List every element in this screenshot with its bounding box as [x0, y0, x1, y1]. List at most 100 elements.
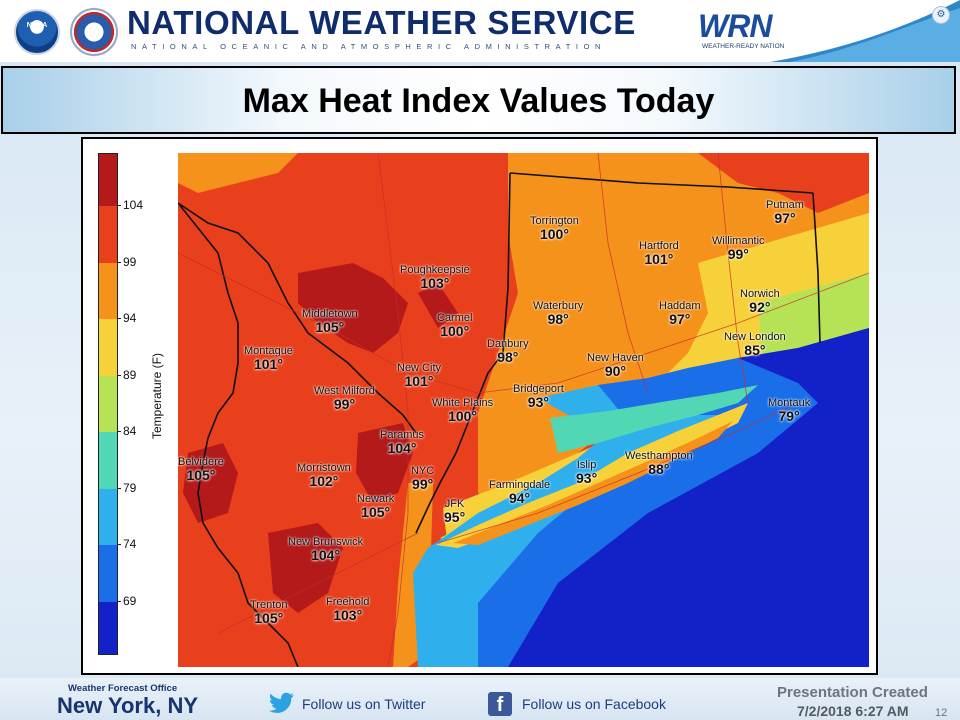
city-name: Willimantic	[712, 235, 765, 247]
city-heat-index: 95°	[444, 509, 466, 525]
city-label-morristown: Morristown 102°	[297, 462, 351, 489]
city-label-westhampton: Westhampton 88°	[625, 450, 693, 477]
city-label-new-haven: New Haven 90°	[587, 352, 644, 379]
org-title: NATIONAL WEATHER SERVICE	[127, 4, 636, 41]
city-name: White Plains	[432, 397, 494, 409]
colorbar-bin-79-84	[99, 432, 117, 489]
colorbar-tick	[117, 262, 121, 263]
city-name: New London	[724, 331, 786, 343]
colorbar-tick-label: 74	[123, 537, 137, 551]
city-label-islip: Islip 93°	[576, 459, 597, 486]
city-heat-index: 88°	[648, 461, 670, 477]
colorbar	[98, 153, 118, 655]
city-heat-index: 101°	[404, 373, 434, 389]
city-name: New Haven	[587, 352, 644, 364]
city-heat-index: 97°	[669, 311, 691, 327]
city-heat-index: 103°	[420, 275, 450, 291]
city-label-middletown: Middletown 105°	[302, 308, 358, 335]
map-raster	[178, 153, 869, 667]
city-heat-index: 99°	[727, 246, 749, 262]
city-label-montauk: Montauk 79°	[768, 397, 810, 424]
slide-number: 12	[935, 707, 948, 719]
city-label-newark: Newark 105°	[357, 493, 394, 520]
city-name: Haddam	[659, 300, 701, 312]
facebook-link[interactable]: Follow us on Facebook	[522, 696, 666, 712]
city-heat-index: 93°	[527, 394, 549, 410]
colorbar-tick-label: 94	[123, 311, 137, 325]
colorbar-tick-label: 89	[123, 368, 137, 382]
colorbar-tick-label: 69	[123, 594, 137, 608]
wrn-logo: WRN WEATHER-READY NATION	[698, 8, 808, 52]
wrn-logo-tagline: WEATHER-READY NATION	[702, 43, 785, 50]
city-name: NYC	[411, 465, 435, 477]
org-subtitle: NATIONAL OCEANIC AND ATMOSPHERIC ADMINIS…	[131, 42, 607, 51]
city-name: Freehold	[326, 596, 370, 608]
wfo-label: Weather Forecast Office	[68, 683, 178, 694]
city-label-norwich: Norwich 92°	[740, 288, 780, 315]
facebook-icon[interactable]: f	[488, 692, 512, 716]
colorbar-bin-below-69	[99, 602, 117, 654]
city-heat-index: 94°	[508, 490, 531, 506]
colorbar-tick	[117, 205, 121, 206]
city-label-carmel: Carmel 100°	[437, 312, 472, 339]
city-label-bridgeport: Bridgeport 93°	[513, 383, 564, 410]
city-label-farmingdale: Farmingdale 94°	[489, 479, 550, 506]
city-name: Carmel	[437, 312, 473, 324]
twitter-link[interactable]: Follow us on Twitter	[302, 696, 426, 712]
colorbar-bin-89-94	[99, 319, 117, 376]
city-label-poughkeepsie: Poughkeepsie 103°	[400, 264, 470, 291]
presentation-created-label: Presentation Created	[777, 684, 928, 701]
colorbar-tick-label: 99	[123, 255, 137, 269]
city-label-willimantic: Willimantic 99°	[712, 235, 765, 262]
city-label-paramus: Paramus 104°	[380, 429, 424, 456]
city-name: Bridgeport	[513, 383, 564, 395]
city-name: Torrington	[530, 215, 579, 227]
city-name: Farmingdale	[489, 479, 551, 491]
city-name: Norwich	[740, 288, 780, 300]
colorbar-tick	[117, 318, 121, 319]
city-heat-index: 105°	[361, 504, 391, 520]
city-heat-index: 79°	[778, 408, 800, 424]
wrn-logo-text: WRN	[698, 8, 772, 44]
colorbar-tick	[117, 544, 121, 545]
nws-logo	[70, 8, 118, 56]
city-heat-index: 101°	[253, 356, 283, 372]
city-label-new-city: New City 101°	[397, 362, 441, 389]
city-name: West Milford	[314, 385, 375, 397]
colorbar-bin-99-104	[99, 206, 117, 263]
city-heat-index: 105°	[186, 467, 216, 483]
city-name: JFK	[444, 498, 465, 510]
footer-bar: Weather Forecast Office New York, NY Fol…	[0, 678, 960, 720]
city-name: New Brunswick	[288, 536, 364, 548]
city-label-danbury: Danbury 98°	[487, 338, 529, 365]
city-label-white-plains: White Plains 100°	[432, 397, 493, 424]
city-heat-index: 90°	[604, 363, 627, 379]
city-label-jfk: JFK 95°	[444, 498, 465, 525]
city-heat-index: 105°	[254, 610, 284, 626]
city-label-west-milford: West Milford 99°	[314, 385, 375, 412]
city-heat-index: 99°	[412, 476, 434, 492]
city-heat-index: 99°	[333, 396, 356, 412]
city-name: Poughkeepsie	[400, 264, 470, 276]
city-label-montague: Montague 101°	[244, 345, 293, 372]
city-name: New City	[397, 362, 442, 374]
noaa-logo: NOAA	[14, 9, 60, 55]
header-swoosh	[770, 0, 960, 62]
colorbar-tick	[117, 375, 121, 376]
colorbar-tick-label: 104	[123, 198, 144, 212]
city-name: Danbury	[487, 338, 529, 350]
noaa-logo-text: NOAA	[26, 22, 48, 29]
twitter-icon[interactable]	[269, 692, 295, 714]
city-heat-index: 98°	[497, 349, 519, 365]
city-heat-index: 92°	[749, 299, 771, 315]
city-heat-index: 102°	[309, 473, 339, 489]
city-heat-index: 85°	[744, 342, 766, 358]
colorbar-tick-label: 84	[123, 424, 137, 438]
city-name: Paramus	[380, 429, 425, 441]
colorbar-tick	[117, 488, 121, 489]
colorbar-bin-84-89	[99, 376, 117, 432]
city-label-torrington: Torrington 100°	[530, 215, 579, 242]
city-name: Middletown	[302, 308, 358, 320]
city-name: Belvidere	[178, 456, 224, 468]
city-name: Putnam	[766, 199, 804, 211]
